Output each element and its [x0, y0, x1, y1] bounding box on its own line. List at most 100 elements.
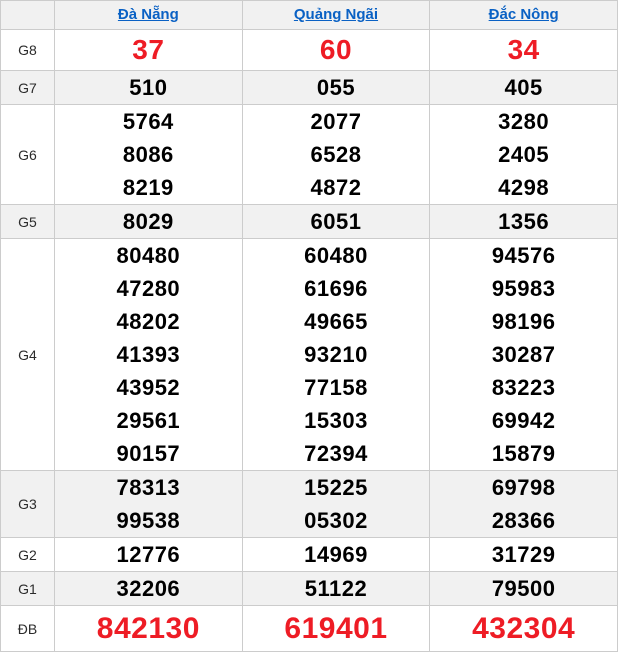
prize-number: 94576: [491, 243, 556, 268]
prize-number: 72394: [304, 441, 368, 466]
prize-cell: 8029: [54, 204, 243, 239]
prize-label: G8: [0, 29, 55, 71]
prize-cell: 510: [54, 70, 243, 105]
prize-number: 14969: [304, 542, 368, 567]
prize-number: 842130: [96, 612, 200, 645]
prize-number: 15303: [304, 408, 368, 433]
prize-cell: 14969: [241, 537, 431, 572]
prize-cell: 31729: [429, 537, 618, 572]
prize-number: 8219: [122, 175, 174, 200]
prize-label: ĐB: [0, 605, 55, 652]
prize-cell: 37: [54, 29, 243, 71]
prize-number: 31729: [491, 542, 556, 567]
prize-number: 6051: [310, 209, 362, 234]
prize-row-2: G7 510 055 405: [0, 70, 618, 105]
prize-number: 83223: [491, 375, 556, 400]
prize-number: 47280: [116, 276, 181, 301]
prize-number: 98196: [491, 309, 556, 334]
prize-row-3: G6 5764 8086 8219 2077 6528 4872 3280 2405 4298: [0, 104, 618, 205]
prize-number: 28366: [491, 508, 556, 533]
prize-number: 80480: [116, 243, 181, 268]
prize-number: 93210: [304, 342, 368, 367]
prize-number: 05302: [304, 508, 368, 533]
results-body: G8 37 60 34 G7 510 055 405 G6 5764 8086 8219 2077 652…: [0, 29, 618, 652]
prize-cell: 405: [429, 70, 618, 105]
prize-number: 61696: [304, 276, 368, 301]
prize-number: 32206: [116, 576, 181, 601]
prize-cell: 619401: [241, 605, 431, 652]
prize-number: 5764: [122, 109, 174, 134]
prize-number: 12776: [116, 542, 181, 567]
prize-row-8: G1 32206 51122 79500: [0, 571, 618, 606]
column-header-quang-ngai: Quảng Ngãi: [241, 0, 431, 30]
prize-number: 4872: [310, 175, 362, 200]
prize-number: 60: [319, 34, 353, 65]
prize-cell: 6051: [241, 204, 431, 239]
prize-row-5: G4 80480 47280 48202 41393 43952 29561 90157 604…: [0, 238, 618, 471]
prize-cell: 3280 2405 4298: [429, 104, 618, 205]
prize-row-9: ĐB 842130 619401 432304: [0, 605, 618, 652]
prize-cell: 60: [241, 29, 431, 71]
prize-cell: 80480 47280 48202 41393 43952 29561 90157: [54, 238, 243, 471]
prize-cell: 5764 8086 8219: [54, 104, 243, 205]
prize-cell: 51122: [241, 571, 431, 606]
prize-cell: 79500: [429, 571, 618, 606]
prize-number: 79500: [491, 576, 556, 601]
prize-number: 29561: [116, 408, 181, 433]
prize-row-1: G8 37 60 34: [0, 29, 618, 71]
prize-cell: 055: [241, 70, 431, 105]
prize-label: G4: [0, 238, 55, 471]
column-header-da-nang: Đà Nẵng: [54, 0, 243, 30]
prize-number: 405: [504, 75, 543, 100]
prize-number: 6528: [310, 142, 362, 167]
column-header-row: Đà Nẵng Quảng Ngãi Đắc Nông: [0, 0, 618, 30]
column-header-dac-nong: Đắc Nông: [429, 0, 618, 30]
prize-row-4: G5 8029 6051 1356: [0, 204, 618, 239]
prize-row-6: G3 78313 99538 15225 05302 69798 28366: [0, 470, 618, 538]
prize-cell: 12776: [54, 537, 243, 572]
prize-cell: 32206: [54, 571, 243, 606]
prize-number: 37: [132, 34, 165, 65]
prize-number: 510: [129, 75, 168, 100]
prize-row-7: G2 12776 14969 31729: [0, 537, 618, 572]
prize-cell: 2077 6528 4872: [241, 104, 431, 205]
prize-number: 49665: [304, 309, 368, 334]
prize-number: 34: [507, 34, 540, 65]
province-link-dac-nong[interactable]: Đắc Nông: [488, 6, 559, 23]
prize-number: 41393: [116, 342, 181, 367]
prize-number: 43952: [116, 375, 181, 400]
prize-number: 78313: [116, 475, 181, 500]
province-link-da-nang[interactable]: Đà Nẵng: [117, 6, 179, 23]
prize-number: 8086: [122, 142, 174, 167]
prize-number: 69798: [491, 475, 556, 500]
prize-number: 77158: [304, 375, 368, 400]
prize-number: 2405: [498, 142, 550, 167]
prize-number: 432304: [472, 612, 576, 645]
prize-number: 95983: [491, 276, 556, 301]
prize-label: G1: [0, 571, 55, 606]
prize-cell: 69798 28366: [429, 470, 618, 538]
prize-number: 055: [316, 75, 356, 100]
prize-label: G2: [0, 537, 55, 572]
prize-label: G7: [0, 70, 55, 105]
province-link-quang-ngai[interactable]: Quảng Ngãi: [293, 6, 379, 23]
prize-number: 8029: [122, 209, 174, 234]
prize-number: 90157: [116, 441, 181, 466]
prize-cell: 432304: [429, 605, 618, 652]
prize-number: 15225: [304, 475, 368, 500]
prize-label-header: [0, 0, 55, 30]
prize-label: G5: [0, 204, 55, 239]
prize-number: 60480: [304, 243, 368, 268]
prize-label: G6: [0, 104, 55, 205]
prize-cell: 842130: [54, 605, 243, 652]
prize-number: 15879: [491, 441, 556, 466]
prize-number: 99538: [116, 508, 181, 533]
prize-label: G3: [0, 470, 55, 538]
prize-cell: 34: [429, 29, 618, 71]
prize-cell: 94576 95983 98196 30287 83223 69942 15879: [429, 238, 618, 471]
prize-number: 69942: [491, 408, 556, 433]
prize-number: 619401: [284, 612, 388, 645]
prize-number: 1356: [498, 209, 550, 234]
prize-cell: 78313 99538: [54, 470, 243, 538]
